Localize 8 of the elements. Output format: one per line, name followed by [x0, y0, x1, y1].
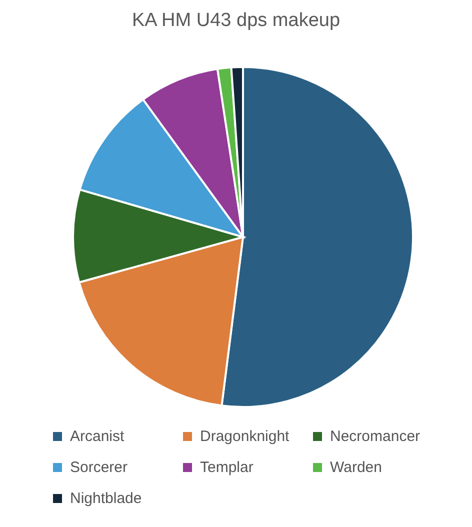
legend-label: Warden: [330, 459, 382, 476]
legend-label: Necromancer: [330, 428, 420, 445]
legend-label: Sorcerer: [70, 459, 128, 476]
legend-label: Templar: [200, 459, 254, 476]
legend-label: Dragonknight: [200, 428, 290, 445]
chart-title: KA HM U43 dps makeup: [130, 9, 342, 32]
legend-label: Nightblade: [70, 490, 142, 507]
legend-label: Arcanist: [70, 428, 124, 445]
